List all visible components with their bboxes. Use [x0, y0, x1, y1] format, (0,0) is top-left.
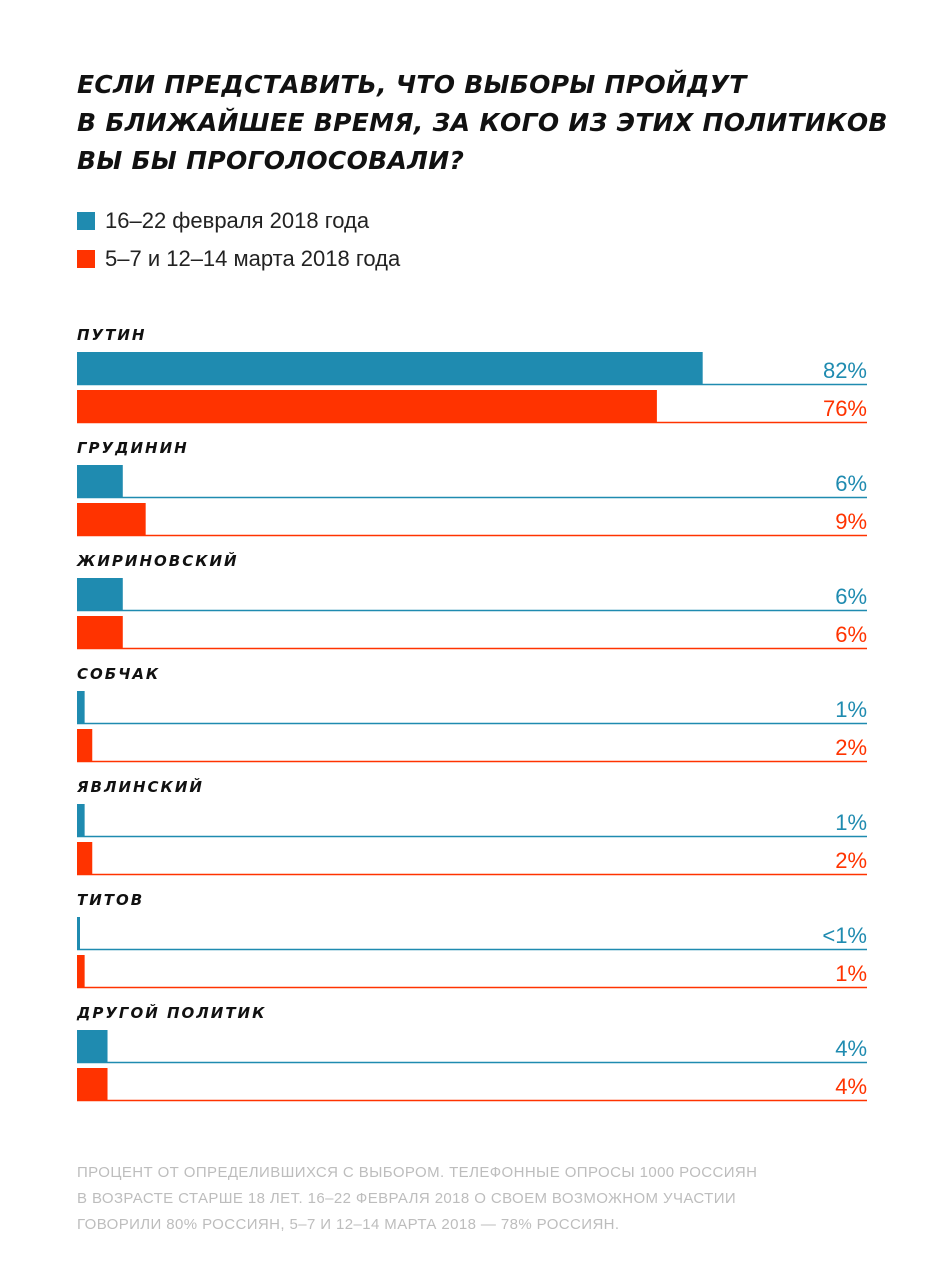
bar — [77, 465, 123, 498]
value-label: 1% — [835, 810, 867, 835]
value-label: 6% — [835, 622, 867, 647]
value-label: 4% — [835, 1074, 867, 1099]
value-label: 1% — [835, 697, 867, 722]
legend-swatch — [77, 212, 95, 230]
legend-label: 5–7 и 12–14 марта 2018 года — [105, 246, 401, 271]
value-label: 4% — [835, 1036, 867, 1061]
bar — [77, 955, 85, 988]
title-line: ЕСЛИ ПРЕДСТАВИТЬ, ЧТО ВЫБОРЫ ПРОЙДУТ — [77, 70, 747, 99]
bar — [77, 729, 93, 762]
chart-title: ЕСЛИ ПРЕДСТАВИТЬ, ЧТО ВЫБОРЫ ПРОЙДУТ В Б… — [77, 66, 888, 180]
bar — [77, 390, 657, 423]
category-label: ЖИРИНОВСКИЙ — [76, 551, 239, 570]
category-label: ТИТОВ — [77, 891, 144, 909]
legend-swatch — [77, 250, 95, 268]
bar — [77, 842, 93, 875]
value-label: 76% — [823, 396, 867, 421]
bar — [77, 917, 80, 950]
category-label: ПУТИН — [77, 326, 146, 344]
footnote-line: ПРОЦЕНТ ОТ ОПРЕДЕЛИВШИХСЯ С ВЫБОРОМ. ТЕЛ… — [77, 1164, 758, 1181]
footnote-line: ГОВОРИЛИ 80% РОССИЯН, 5–7 И 12–14 МАРТА … — [77, 1216, 620, 1233]
bar — [77, 578, 123, 611]
value-label: 6% — [835, 584, 867, 609]
value-label: 9% — [835, 509, 867, 534]
category-label: ГРУДИНИН — [77, 439, 189, 457]
category-label: ДРУГОЙ ПОЛИТИК — [76, 1003, 266, 1022]
value-label: 6% — [835, 471, 867, 496]
bar — [77, 503, 146, 536]
bar — [77, 691, 85, 724]
footnote: ПРОЦЕНТ ОТ ОПРЕДЕЛИВШИХСЯ С ВЫБОРОМ. ТЕЛ… — [77, 1160, 877, 1238]
value-label: 2% — [835, 735, 867, 760]
legend-label: 16–22 февраля 2018 года — [105, 208, 370, 233]
bar — [77, 616, 123, 649]
bar — [77, 1068, 108, 1101]
footnote-line: В ВОЗРАСТЕ СТАРШЕ 18 ЛЕТ. 16–22 ФЕВРАЛЯ … — [77, 1190, 737, 1207]
category-label: ЯВЛИНСКИЙ — [76, 777, 204, 796]
bar — [77, 352, 703, 385]
bar — [77, 804, 85, 837]
legend-item-february: 16–22 февраля 2018 года — [77, 202, 400, 240]
value-label: <1% — [822, 923, 867, 948]
value-label: 2% — [835, 848, 867, 873]
legend: 16–22 февраля 2018 года 5–7 и 12–14 март… — [77, 202, 400, 278]
title-line: ВЫ БЫ ПРОГОЛОСОВАЛИ? — [77, 146, 465, 175]
legend-item-march: 5–7 и 12–14 марта 2018 года — [77, 240, 400, 278]
value-label: 82% — [823, 358, 867, 383]
title-line: В БЛИЖАЙШЕЕ ВРЕМЯ, ЗА КОГО ИЗ ЭТИХ ПОЛИТ… — [77, 108, 888, 137]
category-label: СОБЧАК — [77, 665, 160, 683]
bar — [77, 1030, 108, 1063]
value-label: 1% — [835, 961, 867, 986]
